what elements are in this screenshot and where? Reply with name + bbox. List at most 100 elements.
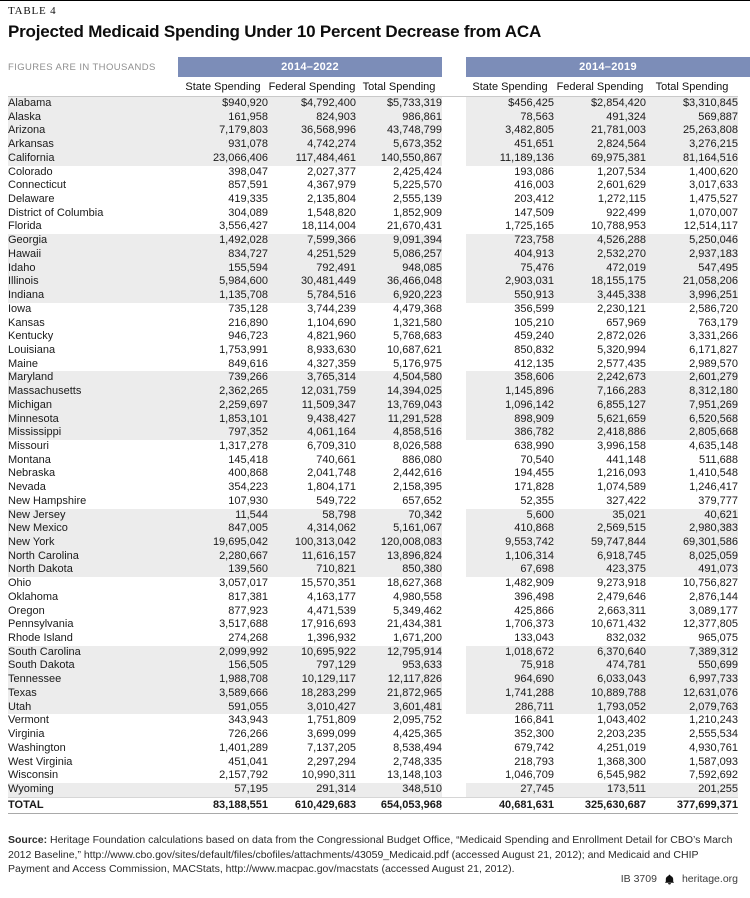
spending-value-cell: 145,418 [228,453,268,466]
column-gutter [442,179,466,193]
table-row: Florida 3,556,427 18,114,004 21,670,431 1,72… [8,220,738,234]
spending-value-cell: 352,300 [514,728,554,741]
state-name-cell: Connecticut [8,179,67,192]
spending-value-cell: 2,479,646 [597,590,646,603]
spending-value-cell: 2,418,886 [554,426,646,440]
spending-value-cell: 2,569,515 [554,522,646,536]
column-gutter [442,412,466,427]
spending-value-cell: 10,788,953 [590,220,646,233]
spending-value-cell: 3,331,266 [689,330,738,343]
spending-value-cell: 1,246,417 [689,481,738,494]
spending-value-cell: 886,080 [402,453,442,466]
spending-value-cell: 4,635,148 [689,439,738,452]
state-name-cell: Michigan [8,398,178,413]
spending-value-cell: 6,545,982 [597,769,646,782]
spending-value-cell: 5,161,067 [356,522,442,536]
column-gutter [442,344,466,358]
spending-value-cell: 30,481,449 [268,275,356,290]
spending-value-cell: 10,889,788 [554,686,646,701]
column-gutter [442,261,466,276]
state-name-cell: New Hampshire [8,494,87,507]
spending-value-cell: 354,223 [228,481,268,494]
spending-value-cell: 797,129 [268,659,356,674]
spending-value-cell: 19,695,042 [178,536,268,550]
spending-value-cell: 1,106,314 [466,549,554,564]
spending-value-cell: 36,466,048 [356,275,442,290]
spending-value-cell: 7,179,803 [178,124,268,139]
spending-value-cell: 2,989,570 [689,357,738,370]
spending-value-cell: 25,263,808 [646,124,738,139]
table-row: Connecticut 857,591 4,367,979 5,225,570 416,… [8,179,738,193]
spending-value-cell: 193,086 [514,165,554,178]
spending-value-cell: 18,283,299 [268,686,356,701]
column-gutter [442,138,466,152]
spending-value-cell: 5,768,683 [393,330,442,343]
table-row: Wisconsin 2,157,792 10,990,311 13,148,103 1,… [8,769,738,783]
group-header-gap [442,57,466,77]
spending-value-cell: 511,688 [699,453,738,466]
table-row: Idaho 155,594 792,491 948,085 75,476 472,019 5… [8,261,738,276]
table-row: Tennessee 1,988,708 10,129,117 12,117,826 96… [8,673,738,687]
spending-value-cell: 10,687,621 [386,343,442,356]
spending-value-cell: 379,777 [698,494,738,507]
units-note: FIGURES ARE IN THOUSANDS [8,61,156,73]
spending-value-cell: 2,872,026 [597,330,646,343]
table-row: Vermont 343,943 1,751,809 2,095,752 166,841 1… [8,714,738,728]
table-row: New Mexico 847,005 4,314,062 5,161,067 410,8… [8,522,738,536]
table-row: South Carolina 2,099,992 10,695,922 12,795,… [8,645,738,660]
state-name-cell: South Carolina [8,645,178,660]
state-name-cell: Nebraska [8,467,56,480]
spending-value-cell: 847,005 [178,522,268,536]
spending-value-cell: 21,781,003 [554,124,646,139]
spending-value-cell: 3,556,427 [219,220,268,233]
table-row: Maine 849,616 4,327,359 5,176,975 412,135 2,5… [8,358,738,372]
spending-value-cell: 4,061,164 [268,426,356,440]
table-row: New Jersey 11,544 58,798 70,342 5,600 35,021 4… [8,508,738,523]
spending-value-cell: 735,128 [228,302,268,315]
state-name-cell: Alaska [8,110,178,125]
spending-value-cell: 171,828 [514,481,554,494]
spending-value-cell: 40,681,631 [498,798,554,811]
column-gutter [442,536,466,550]
spending-value-cell: 740,661 [316,453,356,466]
spending-value-cell: 75,476 [466,261,554,276]
spending-value-cell: 348,510 [356,782,442,797]
spending-value-cell: 797,352 [178,426,268,440]
spending-value-cell: 5,349,462 [393,604,442,617]
spending-value-cell: 286,711 [466,700,554,715]
spending-value-cell: 358,606 [466,371,554,386]
column-gutter [442,330,466,344]
spending-value-cell: 6,855,127 [554,398,646,413]
spending-value-cell: 3,517,688 [219,618,268,631]
spending-value-cell: 763,179 [698,316,738,329]
spending-value-cell: 1,475,527 [689,193,738,206]
column-header-gutter [442,79,466,95]
spending-value-cell: 948,085 [356,261,442,276]
spending-value-cell: 14,394,025 [356,385,442,399]
spending-value-cell: 2,230,121 [597,302,646,315]
spending-value-cell: 327,422 [606,494,646,507]
spending-value-cell: 5,600 [466,508,554,523]
column-gutter [442,97,466,111]
spending-value-cell: 1,988,708 [178,673,268,687]
column-gutter [442,618,466,632]
table-row: Washington 1,401,289 7,137,205 8,538,494 679… [8,742,738,756]
column-gutter [442,207,466,221]
spending-value-cell: 953,633 [356,659,442,674]
spending-value-cell: 964,690 [466,673,554,687]
spending-value-cell: 8,933,630 [307,343,356,356]
state-name-cell: South Dakota [8,659,178,674]
state-name-cell: North Dakota [8,563,178,578]
spending-value-cell: 2,158,395 [393,481,442,494]
spending-value-cell: 2,876,144 [689,590,738,603]
spending-value-cell: 3,089,177 [689,604,738,617]
group-header-spacer: FIGURES ARE IN THOUSANDS [0,57,178,77]
spending-value-cell: 377,699,371 [676,798,738,811]
spending-value-cell: 3,482,805 [466,124,554,139]
column-gutter [442,756,466,770]
spending-value-cell: 7,389,312 [646,645,738,660]
column-gutter [442,714,466,728]
spending-value-cell: $2,854,420 [554,97,646,111]
spending-value-cell: $940,920 [178,97,268,111]
spending-value-cell: 100,313,042 [268,536,356,550]
